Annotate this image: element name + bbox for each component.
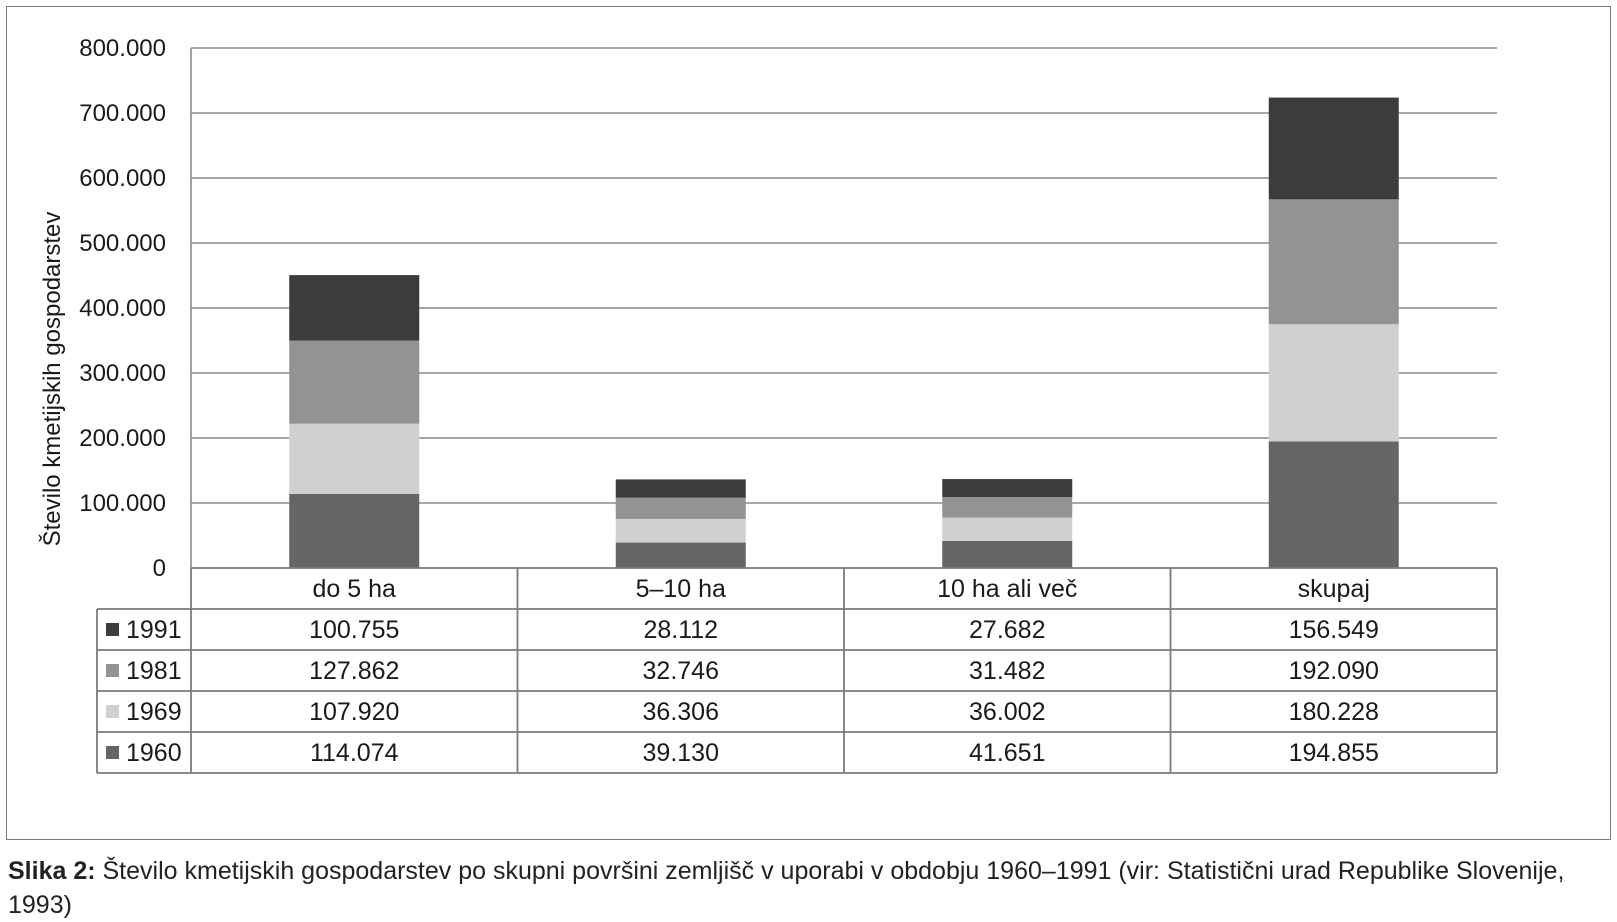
data-label: 156.549 [1289,616,1379,644]
data-label: 36.306 [643,698,719,726]
category-label: 5–10 ha [636,575,726,603]
bar-segment-1969 [615,518,746,543]
legend-label: 1981 [126,657,182,685]
bar-segment-1969 [1268,324,1399,442]
bar-segment-1991 [615,479,746,498]
legend-swatch-1969 [106,705,119,718]
figure-caption: Slika 2: Število kmetijskih gospodarstev… [8,854,1610,922]
y-axis-title: Število kmetijskih gospodarstev [38,212,66,547]
bar-layer [289,97,1399,568]
category-label: skupaj [1298,575,1370,603]
legend-swatch-1991 [106,623,119,636]
legend-swatch-1981 [106,664,119,677]
data-label: 39.130 [643,739,719,767]
data-label: 36.002 [969,698,1045,726]
data-label: 180.228 [1289,698,1379,726]
bar-segment-1981 [615,497,746,519]
legend-label: 1960 [126,739,182,767]
bar-segment-1991 [289,275,420,341]
bar-segment-1960 [942,540,1073,568]
data-label: 32.746 [643,657,719,685]
data-label: 127.862 [309,657,399,685]
bar-segment-1969 [942,517,1073,541]
y-tick-label: 700.000 [79,100,166,127]
y-tick-label: 600.000 [79,165,166,192]
caption-label: Slika 2: [8,857,96,885]
y-tick-labels: 0 100.000 200.000 300.000 400.000 500.000 600.… [79,35,166,582]
bar-segment-1960 [615,542,746,568]
bar-segment-1991 [1268,97,1399,200]
caption-text: Število kmetijskih gospodarstev po skupn… [8,857,1565,919]
bar-segment-1991 [942,479,1073,498]
y-tick-label: 500.000 [79,230,166,257]
y-tick-label: 200.000 [79,425,166,452]
stacked-bar-chart: 0 100.000 200.000 300.000 400.000 500.000 600.… [38,35,1498,774]
category-label: 10 ha ali več [937,575,1077,603]
data-label: 31.482 [969,657,1045,685]
data-table: do 5 ha 5–10 ha 10 ha ali več skupaj 1991 100… [96,567,1498,774]
data-label: 27.682 [969,616,1045,644]
figure-frame [6,6,1611,840]
data-label: 100.755 [309,616,399,644]
data-label: 28.112 [643,616,718,644]
legend-label: 1969 [126,698,182,726]
bar-segment-1981 [942,497,1073,518]
data-label: 41.651 [969,739,1045,767]
category-label: do 5 ha [313,575,397,603]
data-label: 192.090 [1289,657,1379,685]
bar-segment-1960 [1268,441,1399,568]
bar-segment-1969 [289,423,420,494]
y-tick-label: 800.000 [79,35,166,62]
data-label: 114.074 [310,739,399,767]
data-label: 194.855 [1289,739,1379,767]
legend-swatch-1960 [106,746,119,759]
bar-segment-1981 [289,340,420,424]
data-label: 107.920 [309,698,399,726]
y-tick-label: 400.000 [79,295,166,322]
bar-segment-1960 [289,493,420,568]
y-tick-label: 0 [153,555,166,582]
y-tick-label: 300.000 [79,360,166,387]
legend-label: 1991 [126,616,182,644]
bar-segment-1981 [1268,199,1399,325]
y-tick-label: 100.000 [79,490,166,517]
